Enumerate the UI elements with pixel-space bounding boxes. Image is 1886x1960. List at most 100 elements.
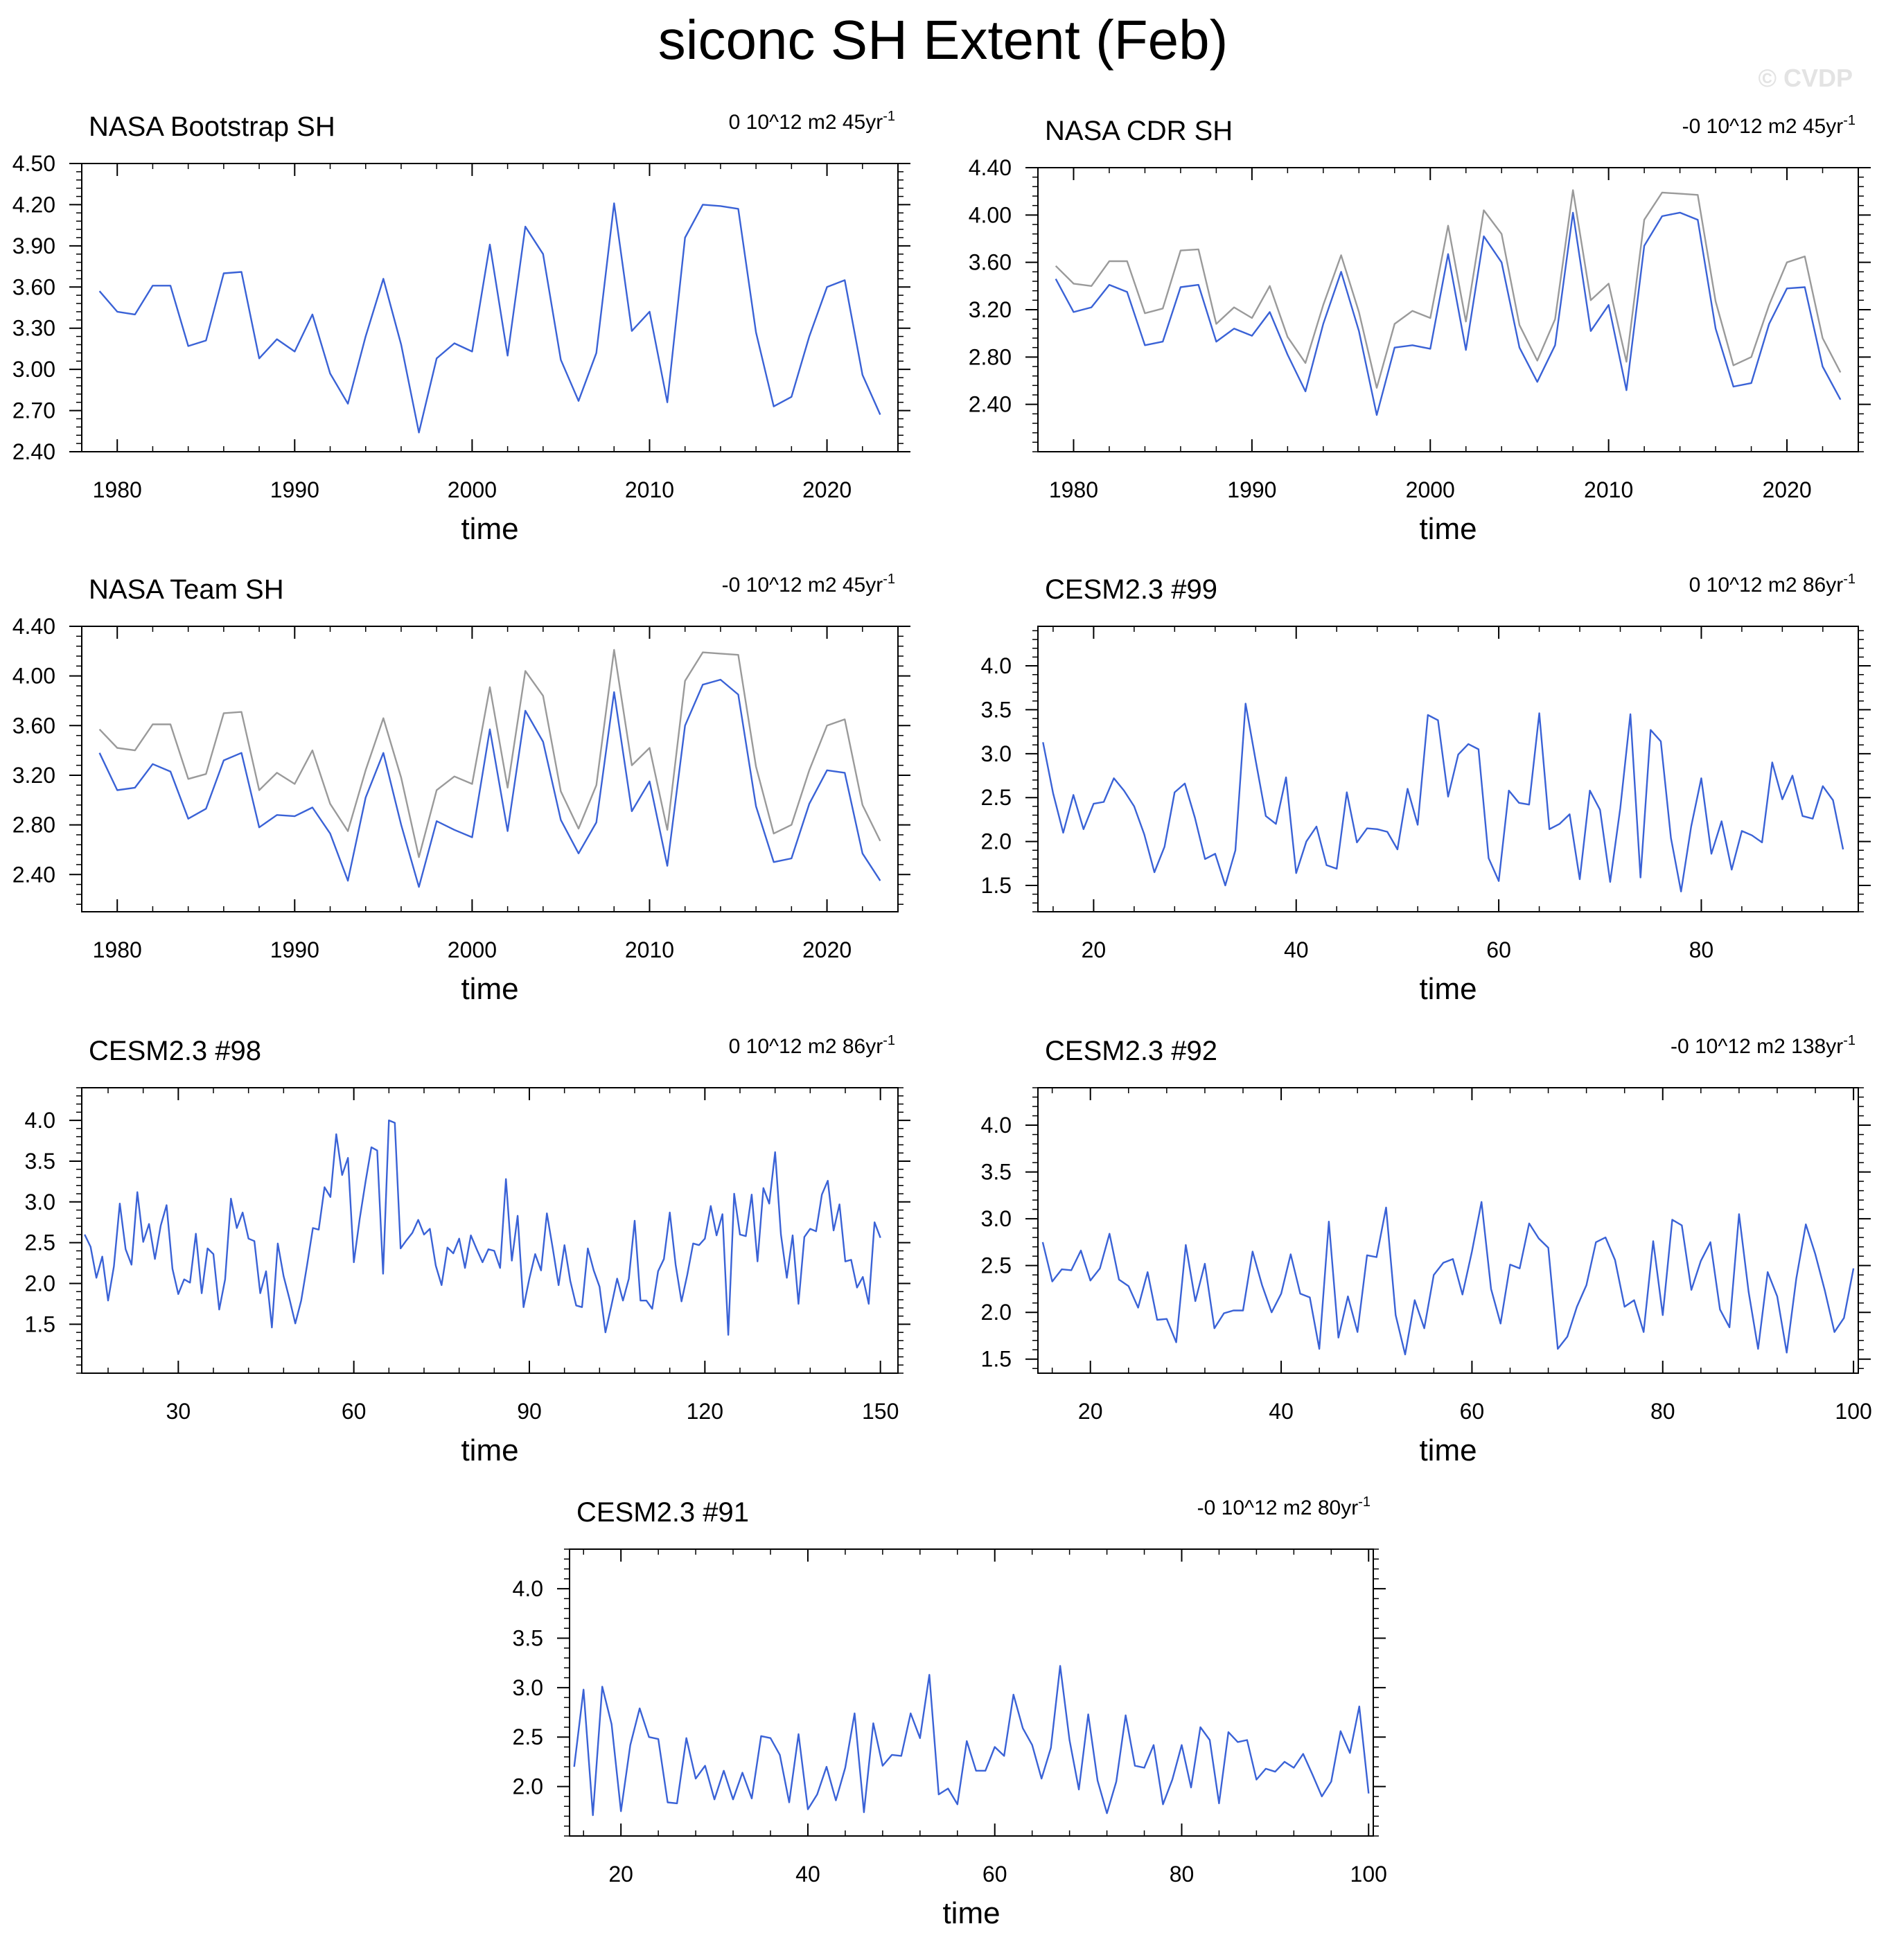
x-tick-label: 1990 [270, 477, 319, 502]
y-tick-label: 2.80 [969, 344, 1012, 369]
panel-7: CESM2.3 #91 -0 10^12 m2 80yr-1 20 40 60 80 100… [513, 1494, 1387, 1930]
x-tick-label: 1980 [93, 477, 142, 502]
trend-label: -0 10^12 m2 45yr-1 [1682, 113, 1856, 138]
y-tick-label: 1.5 [25, 1312, 55, 1336]
panel-1: NASA Bootstrap SH 0 10^12 m2 45yr-1 1980 19… [12, 109, 910, 546]
y-tick-label: 2.40 [969, 392, 1012, 417]
x-tick-label: 100 [1350, 1862, 1387, 1887]
x-tick-label: 60 [1460, 1399, 1485, 1424]
y-tick-label: 3.5 [25, 1149, 55, 1174]
panel-6: CESM2.3 #92 -0 10^12 m2 138yr-1 20 40 60 80 10… [981, 1033, 1872, 1467]
y-tick-label: 2.40 [12, 862, 55, 887]
y-tick-label: 3.00 [12, 357, 55, 382]
y-tick-label: 3.0 [981, 1206, 1012, 1231]
x-axis-label: time [461, 1433, 518, 1467]
x-tick-label: 60 [982, 1862, 1007, 1887]
x-axis-label: time [1419, 512, 1477, 546]
trend-label: -0 10^12 m2 80yr-1 [1197, 1494, 1371, 1519]
x-tick-label: 2010 [625, 937, 674, 962]
x-tick-label: 2020 [802, 937, 852, 962]
model-series-line [84, 1119, 881, 1336]
panel-title: NASA Team SH [89, 574, 284, 605]
obs-series-line [1055, 189, 1842, 389]
panel-5: CESM2.3 #98 0 10^12 m2 86yr-1 30 60 90 120 150… [25, 1033, 910, 1467]
panel-title: NASA CDR SH [1045, 116, 1233, 146]
model-series-line [1055, 211, 1842, 416]
y-tick-label: 1.5 [981, 1347, 1012, 1372]
y-tick-label: 4.40 [969, 155, 1012, 180]
y-tick-label: 1.5 [981, 873, 1012, 898]
y-tick-label: 3.0 [981, 741, 1012, 766]
x-tick-label: 40 [795, 1862, 820, 1887]
figure-title: siconc SH Extent (Feb) [658, 9, 1228, 71]
trend-label: -0 10^12 m2 138yr-1 [1671, 1033, 1856, 1058]
x-tick-label: 30 [166, 1399, 191, 1424]
x-tick-label: 150 [862, 1399, 899, 1424]
y-tick-label: 2.0 [981, 829, 1012, 854]
y-tick-label: 4.00 [12, 664, 55, 689]
y-tick-label: 3.20 [12, 763, 55, 788]
y-tick-label: 4.0 [981, 653, 1012, 678]
model-series-line [98, 678, 881, 888]
x-tick-label: 2000 [448, 937, 497, 962]
x-tick-label: 1980 [1049, 477, 1098, 502]
x-tick-label: 1990 [1227, 477, 1276, 502]
x-tick-label: 100 [1835, 1399, 1871, 1424]
x-tick-label: 2000 [448, 477, 497, 502]
x-tick-label: 20 [608, 1862, 633, 1887]
x-tick-label: 2010 [1584, 477, 1633, 502]
x-tick-label: 80 [1170, 1862, 1195, 1887]
x-axis-label: time [461, 512, 518, 546]
model-series-line [1041, 1201, 1855, 1356]
trend-label: -0 10^12 m2 45yr-1 [722, 572, 895, 597]
panel-2: NASA CDR SH -0 10^12 m2 45yr-1 1980 1990 200… [969, 113, 1871, 546]
y-tick-label: 3.5 [981, 1160, 1012, 1185]
watermark: © CVDP [1758, 64, 1853, 92]
y-tick-label: 4.20 [12, 192, 55, 217]
trend-label: 0 10^12 m2 86yr-1 [1689, 572, 1856, 597]
y-tick-label: 3.60 [12, 713, 55, 738]
model-series-line [573, 1665, 1370, 1817]
x-axis-label: time [1419, 972, 1477, 1006]
model-series-line [1042, 703, 1844, 893]
panel-title: CESM2.3 #99 [1045, 574, 1217, 605]
y-tick-label: 2.5 [25, 1230, 55, 1255]
y-tick-label: 3.30 [12, 316, 55, 341]
x-tick-label: 80 [1689, 937, 1714, 962]
y-tick-label: 2.0 [25, 1271, 55, 1296]
model-series-line [98, 202, 881, 434]
y-tick-label: 3.5 [981, 697, 1012, 722]
obs-series-line [98, 648, 881, 858]
x-tick-label: 20 [1082, 937, 1107, 962]
y-tick-label: 3.5 [513, 1625, 543, 1650]
panel-4: CESM2.3 #99 0 10^12 m2 86yr-1 20 40 60 80 1.5 2… [981, 572, 1871, 1006]
x-tick-label: 2000 [1406, 477, 1455, 502]
y-tick-label: 2.80 [12, 813, 55, 838]
panel-title: CESM2.3 #91 [576, 1497, 749, 1528]
y-tick-label: 4.40 [12, 614, 55, 639]
y-tick-label: 3.0 [513, 1675, 543, 1700]
y-tick-label: 4.50 [12, 151, 55, 176]
y-tick-label: 2.0 [981, 1300, 1012, 1325]
x-tick-label: 20 [1078, 1399, 1103, 1424]
plot-frame [1037, 626, 1859, 912]
y-tick-label: 2.5 [981, 785, 1012, 810]
y-tick-label: 4.0 [513, 1576, 543, 1601]
y-tick-label: 2.5 [981, 1253, 1012, 1278]
y-tick-label: 3.0 [25, 1190, 55, 1215]
y-tick-label: 3.60 [969, 250, 1012, 275]
y-tick-label: 3.90 [12, 233, 55, 258]
plot-frame [81, 1087, 899, 1374]
y-tick-label: 3.20 [969, 297, 1012, 322]
panel-title: CESM2.3 #98 [89, 1036, 261, 1066]
panel-title: NASA Bootstrap SH [89, 112, 335, 142]
x-tick-label: 40 [1284, 937, 1309, 962]
y-tick-label: 4.00 [969, 202, 1012, 227]
plot-frame [81, 626, 899, 912]
x-tick-label: 80 [1650, 1399, 1675, 1424]
x-tick-label: 2010 [625, 477, 674, 502]
x-tick-label: 1990 [270, 937, 319, 962]
plot-frame [1037, 1087, 1859, 1374]
y-tick-label: 2.0 [513, 1774, 543, 1799]
